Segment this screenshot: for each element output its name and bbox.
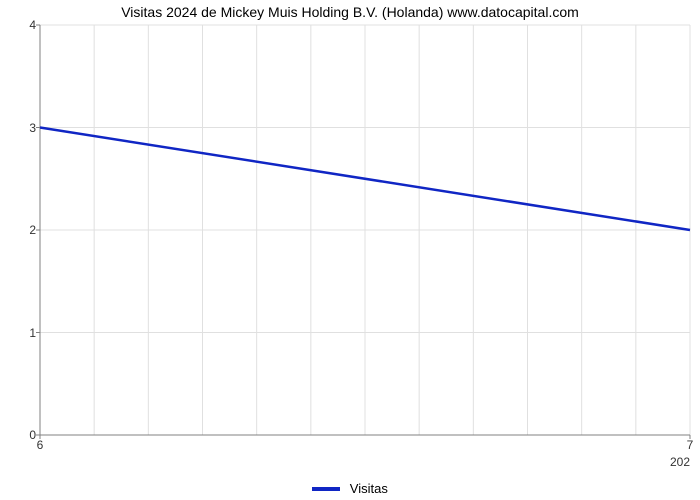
y-tick-label: 4: [29, 18, 36, 32]
y-tick-label: 3: [29, 121, 36, 135]
y-tick-label: 2: [29, 223, 36, 237]
chart-title: Visitas 2024 de Mickey Muis Holding B.V.…: [0, 4, 700, 20]
y-tick-label: 1: [29, 326, 36, 340]
x-tick-label: 6: [37, 438, 44, 452]
plot-svg: [40, 25, 690, 435]
x-tick-label: 7: [687, 438, 694, 452]
plot-area: [40, 25, 690, 435]
y-tick-label: 0: [29, 428, 36, 442]
chart-container: Visitas 2024 de Mickey Muis Holding B.V.…: [0, 0, 700, 500]
legend-swatch: [312, 487, 340, 491]
legend: Visitas: [0, 480, 700, 496]
legend-label: Visitas: [350, 481, 388, 496]
x-extra-label: 202: [670, 455, 690, 469]
